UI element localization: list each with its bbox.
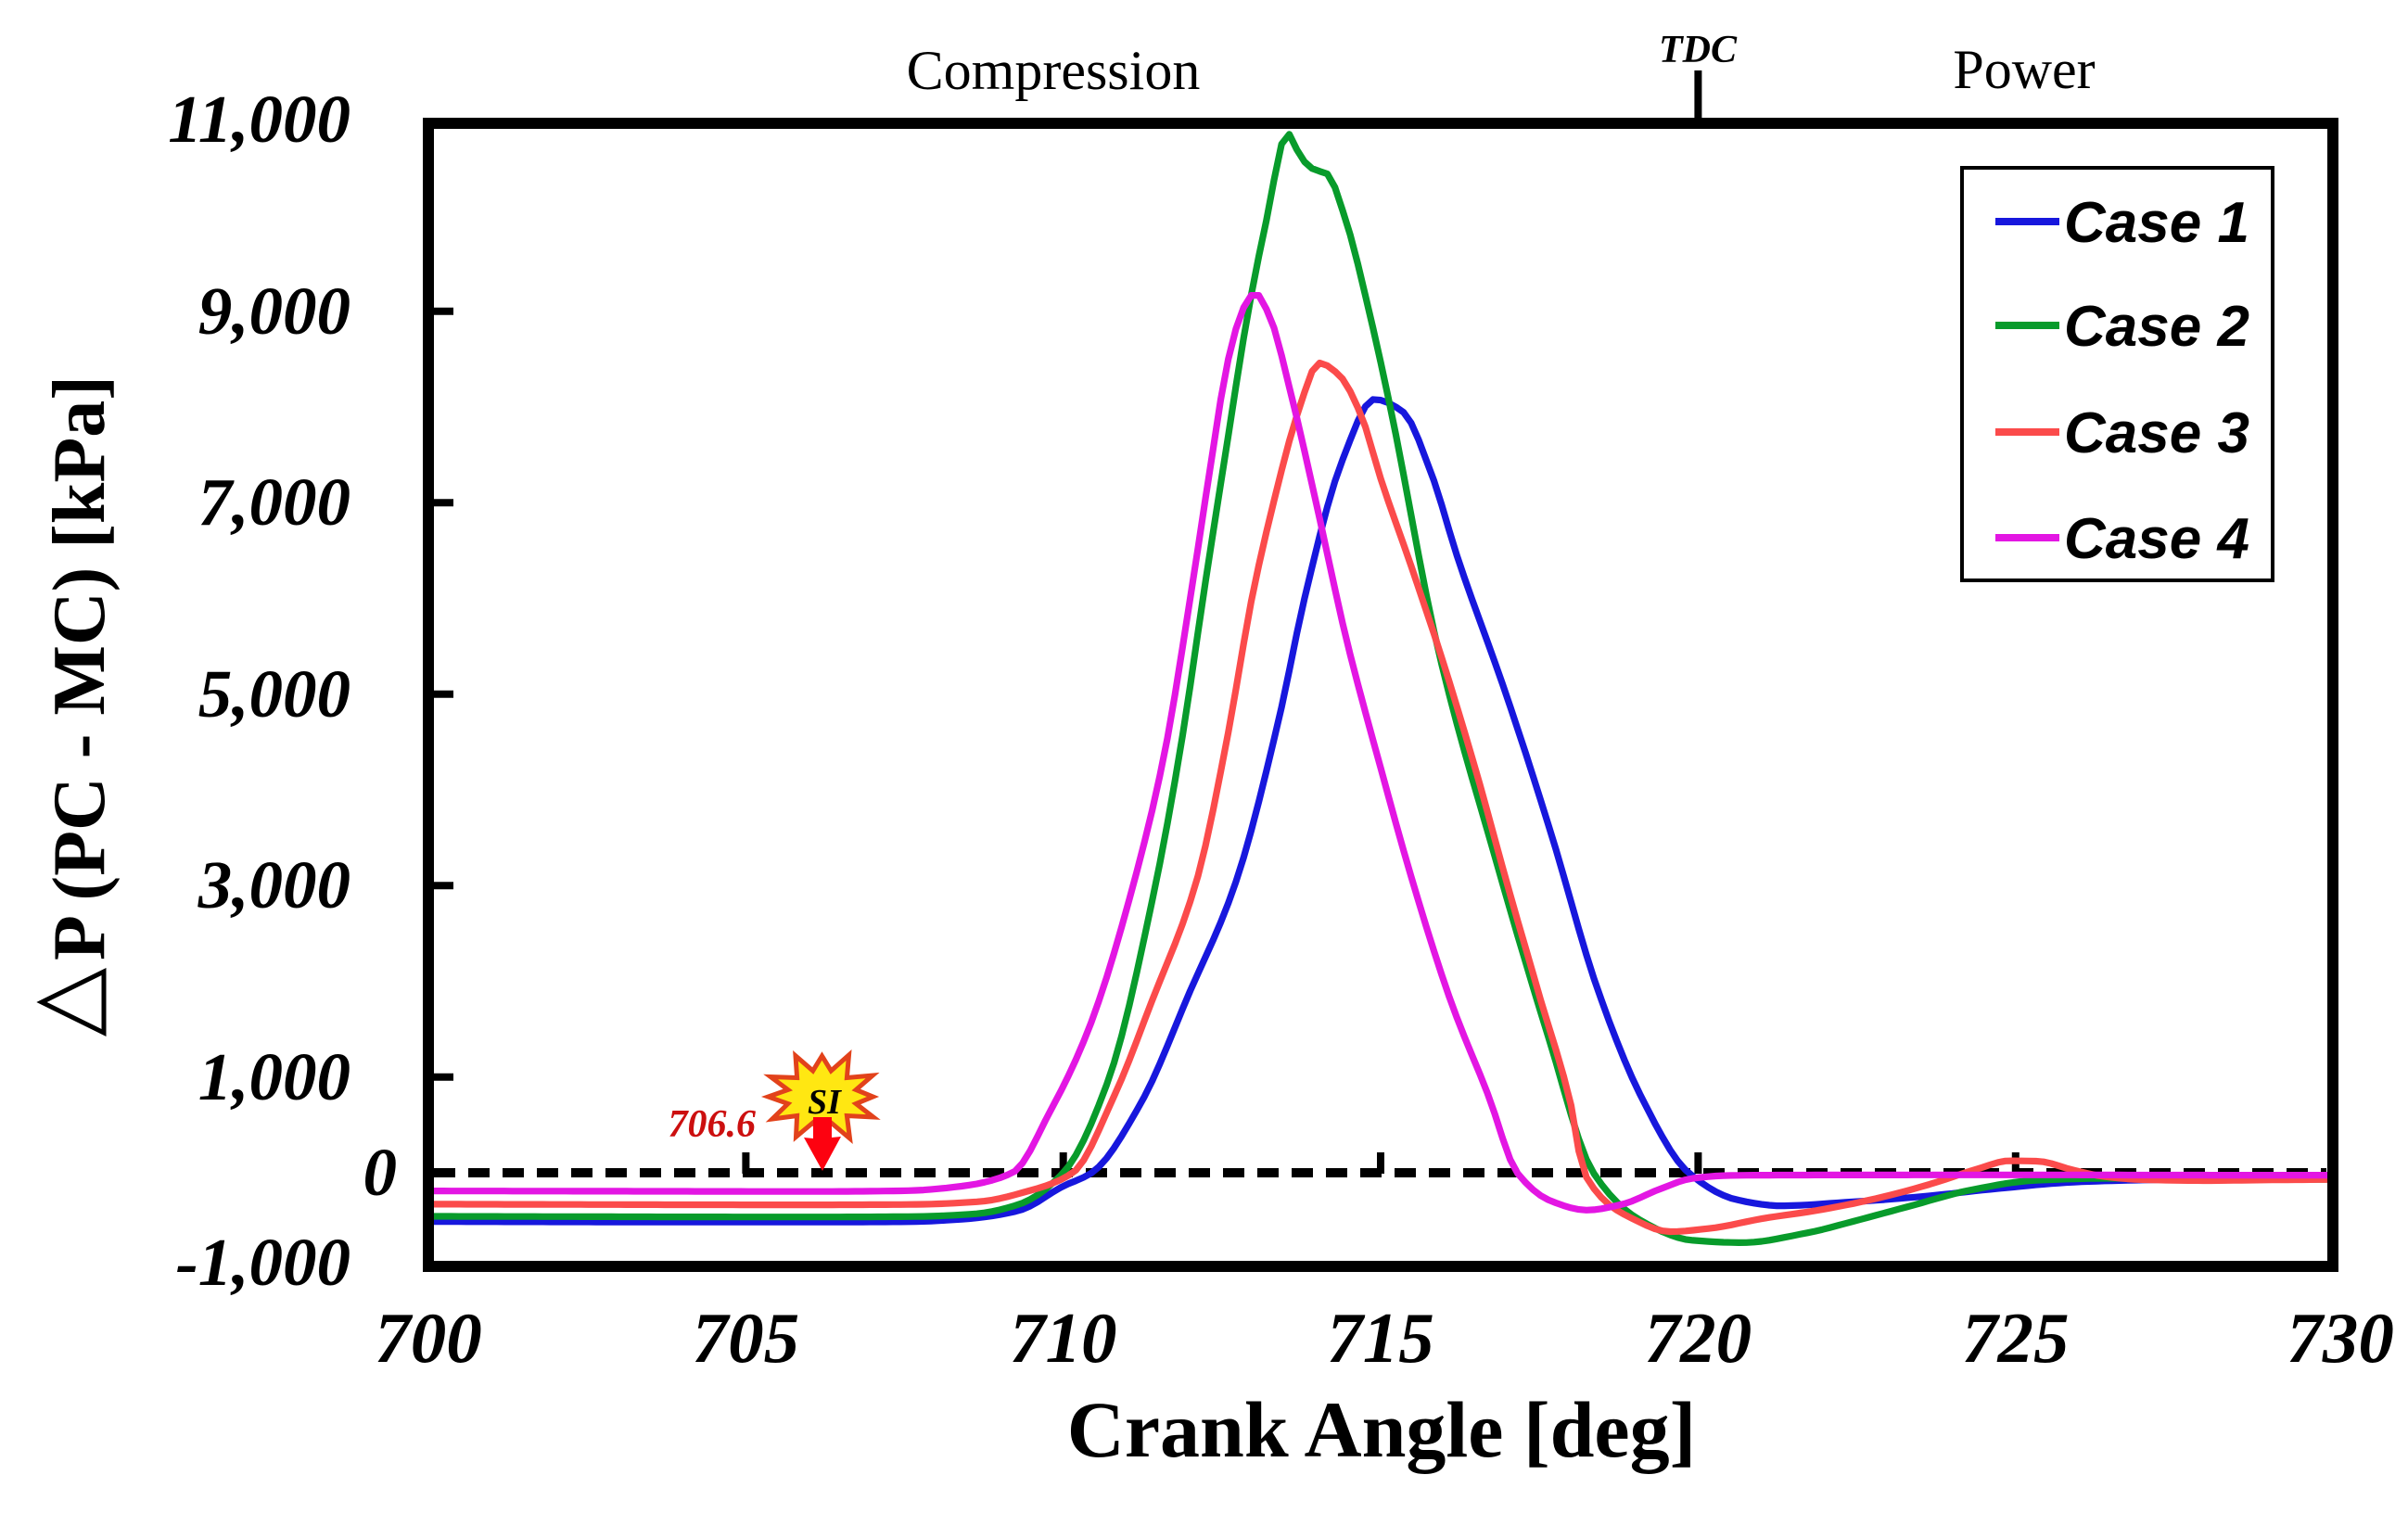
svg-text:Case 2: Case 2 xyxy=(2064,295,2249,359)
svg-text:700: 700 xyxy=(375,1298,482,1378)
svg-text:705: 705 xyxy=(693,1298,800,1378)
svg-text:1,000: 1,000 xyxy=(198,1039,350,1114)
svg-text:-1,000: -1,000 xyxy=(175,1225,350,1300)
svg-text:SI: SI xyxy=(808,1083,842,1122)
svg-text:Case 3: Case 3 xyxy=(2064,401,2249,465)
svg-text:5,000: 5,000 xyxy=(198,656,350,731)
svg-text:730: 730 xyxy=(2287,1298,2394,1378)
svg-text:715: 715 xyxy=(1327,1298,1434,1378)
svg-text:Compression: Compression xyxy=(907,40,1201,101)
svg-text:TDC: TDC xyxy=(1659,29,1738,71)
svg-text:706.6: 706.6 xyxy=(669,1103,757,1146)
svg-text:Case 1: Case 1 xyxy=(2064,191,2249,255)
svg-text:Power: Power xyxy=(1953,39,2095,100)
svg-text:Crank Angle [deg]: Crank Angle [deg] xyxy=(1067,1385,1696,1474)
svg-text:11,000: 11,000 xyxy=(168,82,350,157)
svg-text:P (PC - MC) [kPa]: P (PC - MC) [kPa] xyxy=(39,375,121,960)
svg-text:710: 710 xyxy=(1010,1298,1117,1378)
svg-text:3,000: 3,000 xyxy=(197,847,350,922)
svg-text:0: 0 xyxy=(363,1135,398,1210)
svg-text:720: 720 xyxy=(1645,1298,1752,1378)
svg-text:Case 4: Case 4 xyxy=(2064,507,2249,571)
svg-text:9,000: 9,000 xyxy=(198,273,350,349)
svg-text:725: 725 xyxy=(1962,1298,2070,1378)
svg-text:7,000: 7,000 xyxy=(198,464,350,540)
